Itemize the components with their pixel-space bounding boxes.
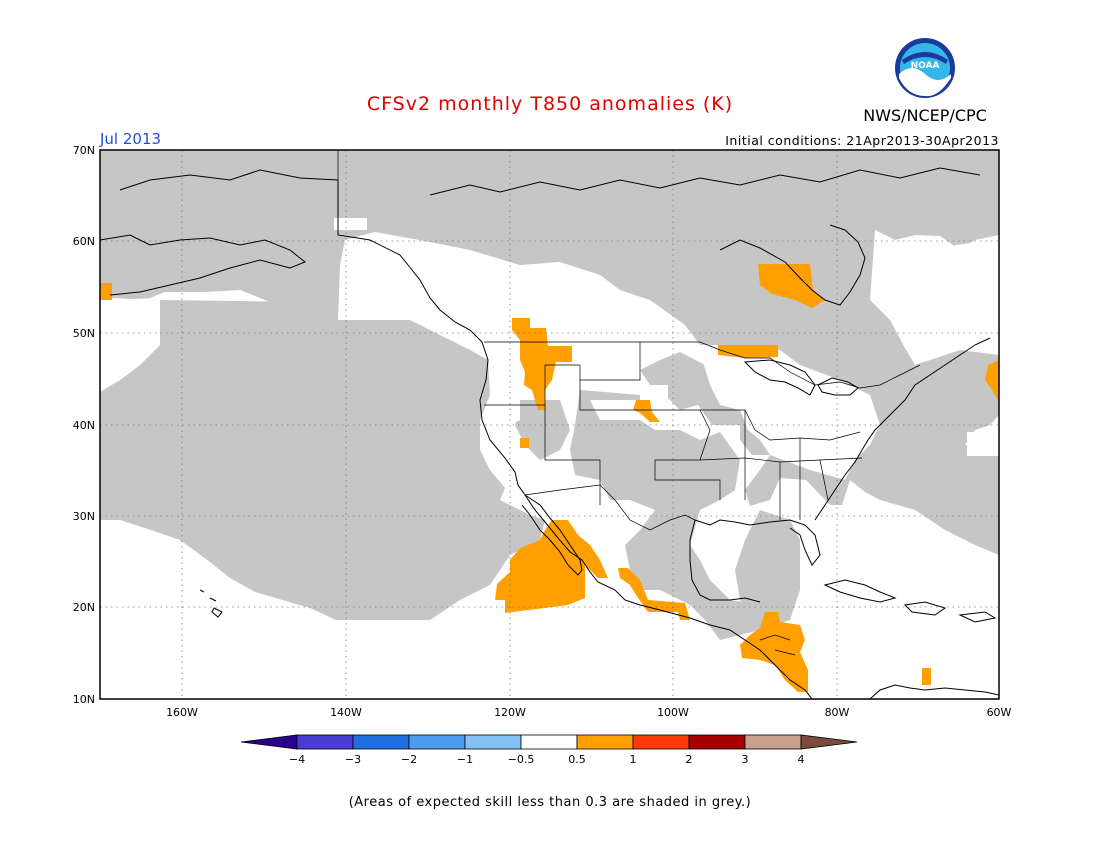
colorbar-tick: −0.5	[508, 753, 535, 766]
colorbar-swatch	[520, 734, 578, 750]
colorbar-swatch	[744, 734, 802, 750]
colorbar-tick: 1	[630, 753, 637, 766]
lat-label-10n: 10N	[73, 693, 95, 706]
lon-label-80w: 80W	[825, 706, 850, 719]
colorbar-swatch	[352, 734, 410, 750]
lon-label-60w: 60W	[987, 706, 1012, 719]
colorbar-tick: 3	[742, 753, 749, 766]
colorbar-swatch	[464, 734, 522, 750]
map-frame	[99, 149, 1000, 700]
colorbar-ticks: −4 −3 −2 −1 −0.5 0.5 1 2 3 4	[289, 753, 805, 766]
colorbar-arrow-high	[800, 734, 858, 750]
colorbar-tick: 4	[798, 753, 805, 766]
colorbar-swatch	[408, 734, 466, 750]
colorbar-tick: 0.5	[568, 753, 586, 766]
lat-label-70n: 70N	[73, 144, 95, 157]
lat-label-60n: 60N	[73, 235, 95, 248]
positive-anomaly-shading	[100, 264, 999, 692]
lat-label-50n: 50N	[73, 327, 95, 340]
colorbar-legend	[240, 734, 858, 750]
noaa-logo-icon: NOAA	[895, 38, 955, 98]
noaa-logo-text: NOAA	[911, 61, 940, 71]
lat-label-30n: 30N	[73, 510, 95, 523]
colorbar-swatch	[576, 734, 634, 750]
lat-label-20n: 20N	[73, 601, 95, 614]
colorbar-tick: −2	[401, 753, 417, 766]
agency-label: NWS/NCEP/CPC	[863, 106, 987, 125]
coastlines	[100, 167, 999, 699]
lon-label-160w: 160W	[166, 706, 198, 719]
colorbar-tick: −1	[457, 753, 473, 766]
skill-footnote: (Areas of expected skill less than 0.3 a…	[349, 795, 752, 810]
lon-label-100w: 100W	[657, 706, 689, 719]
graticule	[100, 150, 999, 699]
lat-label-40n: 40N	[73, 419, 95, 432]
colorbar-tick: −4	[289, 753, 305, 766]
political-borders	[337, 150, 921, 656]
colorbar-swatch	[296, 734, 354, 750]
map-area	[100, 150, 999, 699]
colorbar-arrow-low	[240, 734, 298, 750]
initial-conditions: Initial conditions: 21Apr2013-30Apr2013	[725, 133, 999, 148]
forecast-period: Jul 2013	[99, 130, 161, 148]
chart-title: CFSv2 monthly T850 anomalies (K)	[367, 93, 733, 115]
lon-label-140w: 140W	[330, 706, 362, 719]
lon-label-120w: 120W	[494, 706, 526, 719]
colorbar-swatch	[632, 734, 690, 750]
lat-labels: 70N 60N 50N 40N 30N 20N 10N	[73, 144, 95, 706]
lon-labels: 160W 140W 120W 100W 80W 60W	[166, 706, 1011, 719]
colorbar-swatch	[688, 734, 746, 750]
colorbar-tick: −3	[345, 753, 361, 766]
colorbar-tick: 2	[686, 753, 693, 766]
